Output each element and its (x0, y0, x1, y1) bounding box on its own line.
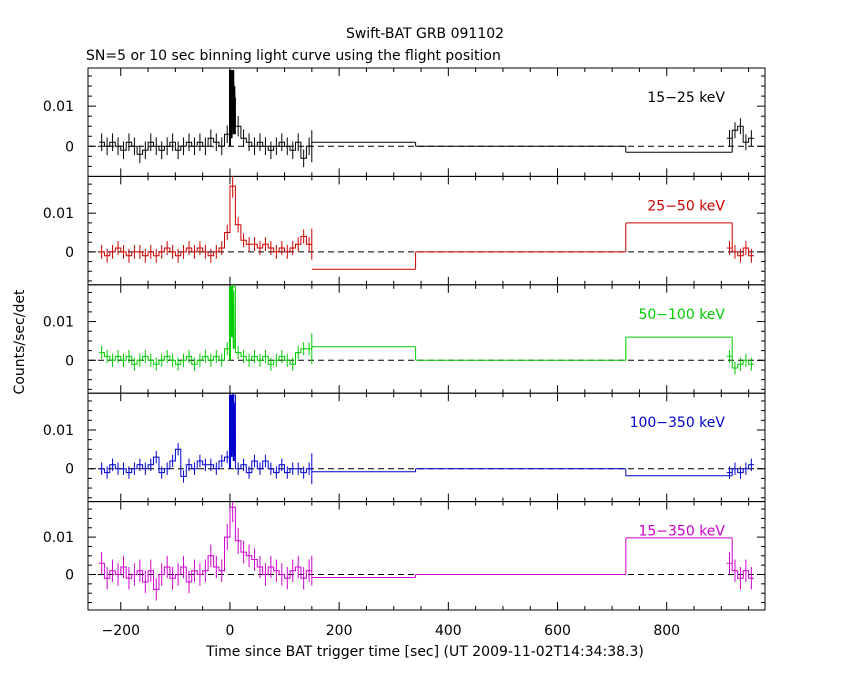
chart-subtitle: SN=5 or 10 sec binning light curve using… (86, 48, 501, 64)
late-step-line (726, 562, 755, 579)
panel-15-25-kev: 0.01 0 15−25 keV (43, 67, 766, 177)
energy-band-label: 50−100 keV (638, 307, 725, 323)
energy-band-label: 15−350 keV (638, 524, 725, 540)
panel-frame (87, 175, 766, 286)
panel-50-100-kev: 0.01 0 50−100 keV (43, 284, 766, 394)
y-tick-label: 0.01 (43, 315, 74, 331)
x-tick-label: 600 (544, 623, 571, 639)
x-tick-label: 800 (653, 623, 680, 639)
panel-25-50-kev: 0.01 0 25−50 keV (43, 175, 766, 286)
x-axis-label: Time since BAT trigger time [sec] (UT 20… (205, 644, 644, 660)
energy-band-label: 25−50 keV (647, 198, 725, 214)
coarse-bins (311, 453, 733, 485)
late-step-line (726, 464, 755, 474)
y-tick-label: 0.01 (43, 423, 74, 439)
x-tick-label: −200 (102, 623, 140, 639)
x-tick-labels: −200 0 200 400 600 800 (102, 623, 681, 639)
y-tick-label: 0 (65, 245, 74, 261)
coarse-bins (311, 333, 733, 365)
x-tick-label: 200 (326, 623, 353, 639)
late-step-line (726, 355, 755, 369)
series-step-line (98, 394, 312, 477)
energy-band-label: 15−25 keV (647, 90, 725, 106)
panel-frame (87, 284, 766, 394)
burst-spike (229, 69, 236, 147)
panel-frame (87, 67, 766, 177)
series-step-line (98, 286, 312, 365)
late-step-line (726, 247, 755, 257)
late-step-line (726, 125, 755, 143)
panel-15-350-kev: 0.01 0 15−350 keV (43, 501, 766, 611)
y-tick-label: 0.01 (43, 99, 74, 115)
chart-title: Swift-BAT GRB 091102 (346, 26, 504, 42)
panels: 0.01 0 15−25 keV 0.01 0 25−50 keV 0.01 0 50−100 … (43, 67, 766, 611)
y-tick-label: 0.01 (43, 206, 74, 222)
y-tick-label: 0.01 (43, 530, 74, 546)
x-tick-label: 400 (435, 623, 462, 639)
coarse-bins (311, 130, 733, 163)
y-axis-label: Counts/sec/det (12, 289, 28, 394)
y-tick-label: 0 (65, 353, 74, 369)
panel-100-350-kev: 0.01 0 100−350 keV (43, 392, 766, 503)
coarse-bins (311, 537, 733, 586)
burst-spike (229, 395, 236, 469)
y-tick-label: 0 (65, 139, 74, 155)
x-tick-label: 0 (225, 623, 234, 639)
panel-frame (87, 392, 766, 503)
burst-spike (229, 286, 235, 361)
coarse-bins (311, 222, 733, 270)
y-tick-label: 0 (65, 462, 74, 478)
panel-frame (87, 501, 766, 611)
y-tick-label: 0 (65, 567, 74, 583)
energy-band-label: 100−350 keV (630, 415, 726, 431)
